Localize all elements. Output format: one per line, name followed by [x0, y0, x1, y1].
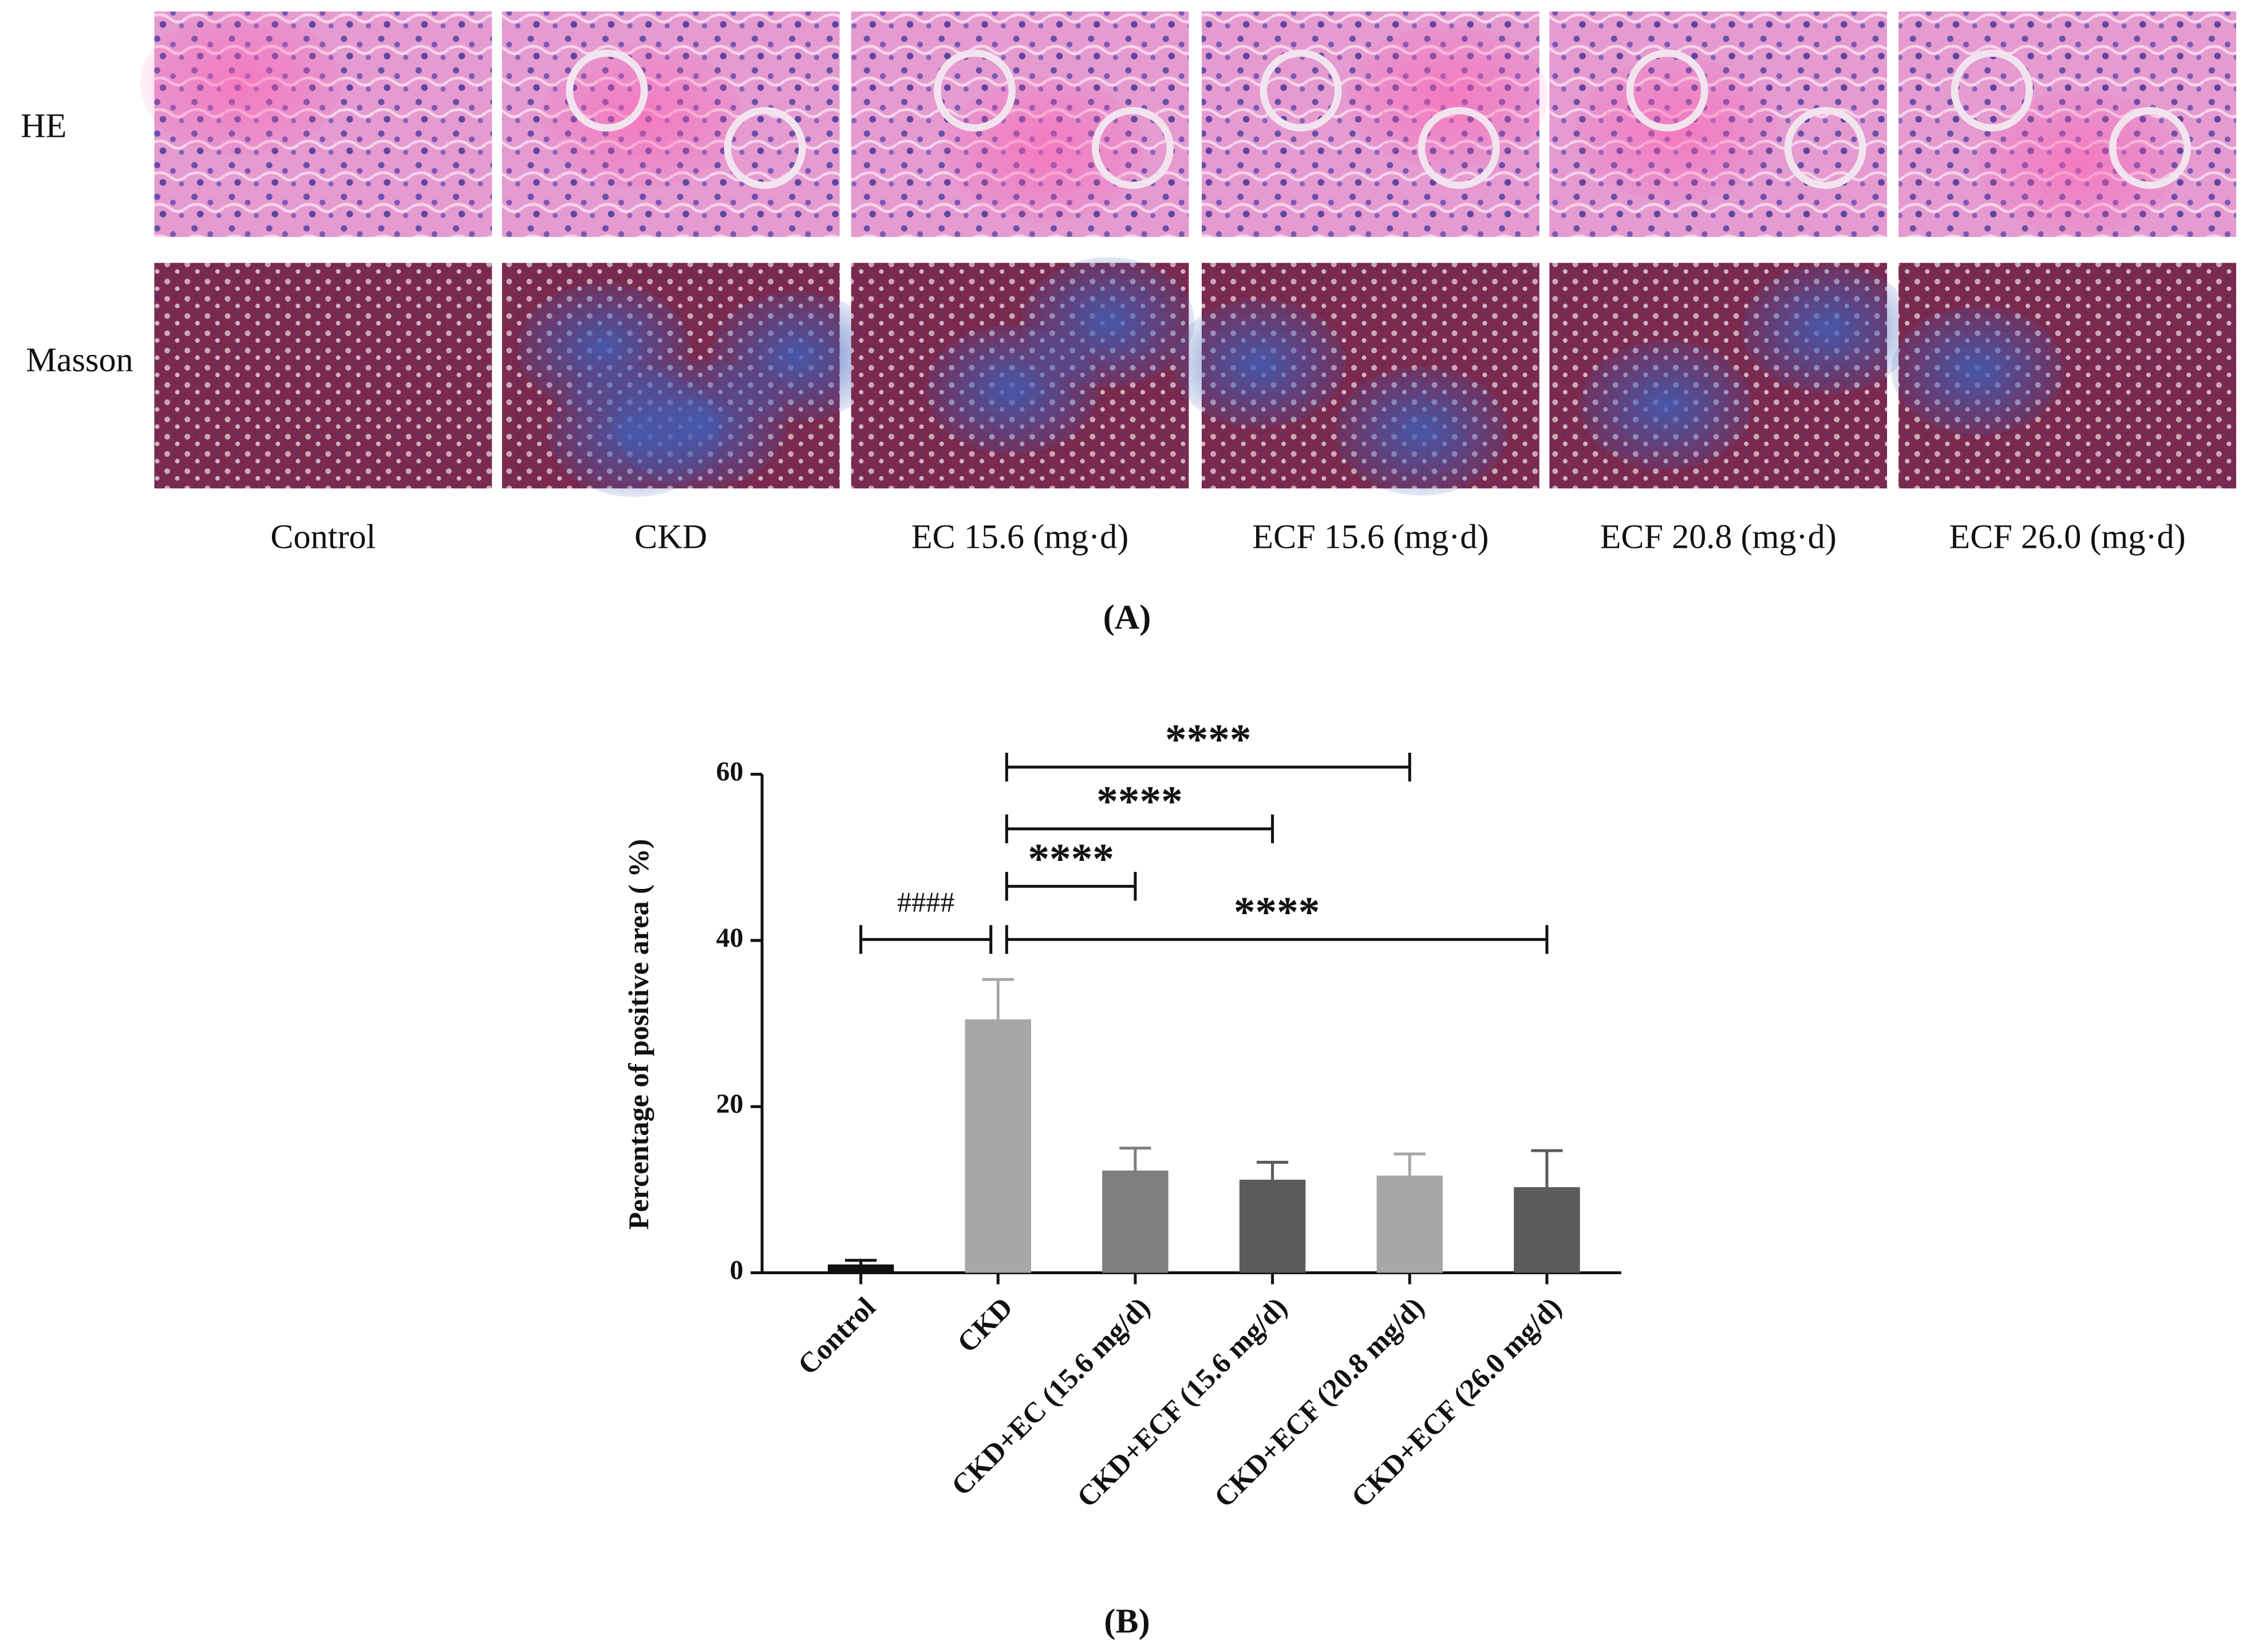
x-tick-label: Control	[791, 1291, 881, 1381]
eosin-stain	[540, 44, 742, 188]
fibrosis-stain	[1580, 340, 1752, 470]
glomerulus	[1092, 106, 1174, 189]
micrographs	[140, 11, 2236, 497]
fibrosis-stain	[1891, 306, 2064, 436]
bar	[1376, 1175, 1443, 1273]
fibrosis-stain	[1742, 264, 1914, 394]
fibrosis-stain	[710, 291, 883, 421]
significance-label: ****	[1234, 888, 1320, 936]
fibrosis-stain	[1173, 298, 1345, 428]
significance-bracket	[1005, 872, 1137, 901]
glomerulus	[1951, 49, 2033, 132]
significance-label: ****	[1096, 778, 1183, 825]
glomerulus	[1260, 49, 1342, 132]
glomerulus	[724, 106, 806, 189]
glomerulus	[2109, 106, 2191, 189]
eosin-stain	[943, 77, 1144, 222]
eosin-stain	[1347, 24, 1548, 168]
column-label: CKD	[634, 517, 707, 556]
column-label: ECF 20.8 (mg·d)	[1600, 517, 1837, 556]
y-tick-label: 40	[716, 923, 744, 953]
error-bar	[1531, 1149, 1563, 1187]
glomerulus	[1626, 49, 1708, 132]
glomerulus	[566, 49, 648, 132]
row-label: HE	[21, 107, 66, 145]
error-bar	[844, 1259, 877, 1264]
bar	[1514, 1187, 1580, 1273]
x-tick-label: CKD	[951, 1291, 1019, 1358]
significance-bracket	[1005, 925, 1549, 954]
bar	[965, 1019, 1031, 1273]
significance-bracket	[1005, 753, 1411, 782]
significance-label: ####	[897, 886, 954, 918]
panel-b-caption: (B)	[1104, 1602, 1150, 1641]
significance-bracket	[1005, 814, 1274, 844]
glomerulus	[1784, 106, 1866, 189]
panel-a-caption: (A)	[1103, 598, 1151, 637]
fibrosis-stain	[1335, 366, 1508, 496]
column-label: EC 15.6 (mg·d)	[911, 517, 1129, 556]
bar	[1102, 1170, 1169, 1273]
fibrosis-stain	[548, 367, 721, 497]
fibrosis-stain	[1022, 257, 1195, 387]
error-bar	[982, 978, 1014, 1019]
y-tick-label: 60	[716, 757, 744, 787]
significance-label: ****	[1165, 716, 1252, 764]
error-bar	[1256, 1160, 1289, 1180]
significance-bracket	[859, 925, 993, 954]
eosin-stain	[1977, 90, 2179, 235]
column-label: ECF 15.6 (mg·d)	[1252, 517, 1489, 556]
bar	[1239, 1179, 1306, 1273]
eosin-stain	[140, 11, 341, 156]
y-tick-label: 20	[716, 1089, 744, 1119]
column-label: Control	[270, 517, 376, 556]
column-label: ECF 26.0 (mg·d)	[1949, 517, 2185, 556]
glomerulus	[1418, 106, 1500, 189]
significance-label: ****	[1028, 836, 1114, 883]
y-tick-label: 0	[730, 1255, 744, 1285]
y-axis-label: Percentage of positive area ( %)	[622, 839, 654, 1230]
error-bar	[1394, 1152, 1426, 1176]
masson-image	[154, 263, 492, 489]
error-bar	[1119, 1147, 1151, 1171]
glomerulus	[933, 49, 1016, 132]
bar	[827, 1264, 894, 1273]
row-label: Masson	[26, 341, 133, 380]
